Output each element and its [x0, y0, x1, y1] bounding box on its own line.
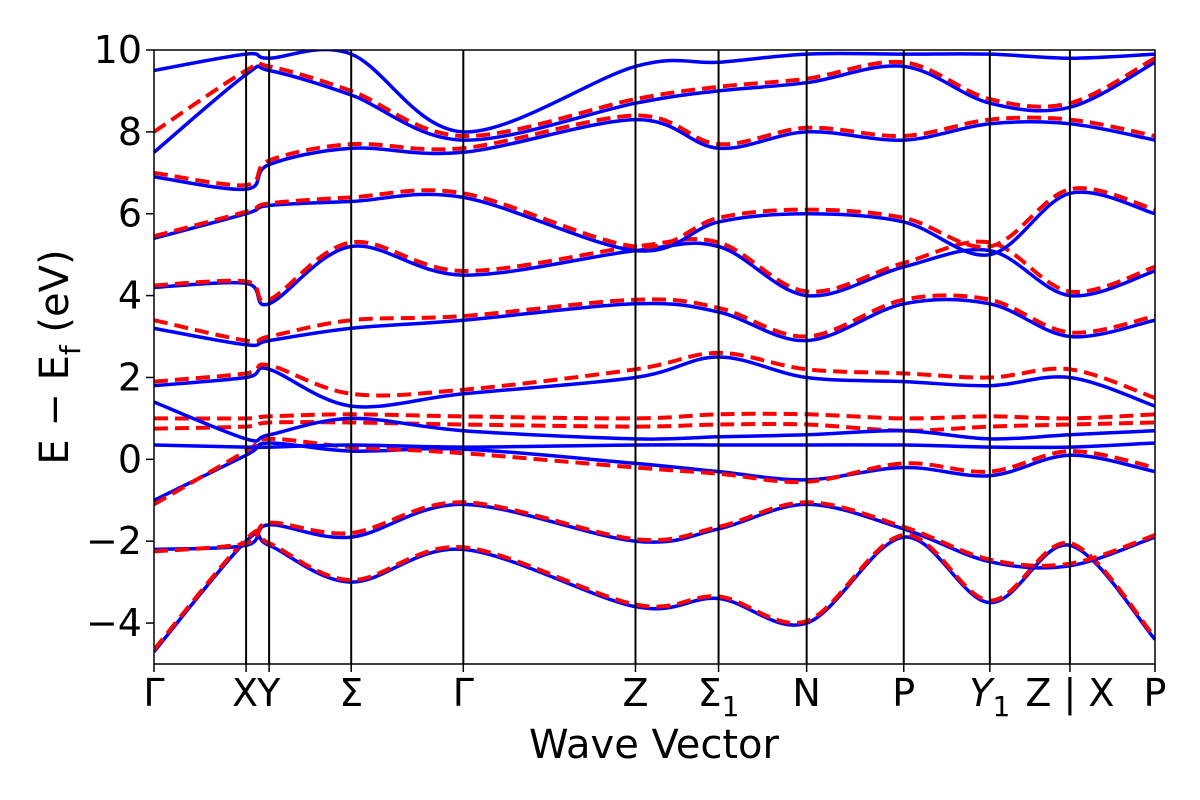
- high-symmetry-lines: [245, 50, 1071, 664]
- y-tick-label: 10: [94, 28, 142, 72]
- y-tick-label: 0: [118, 437, 142, 481]
- solid-band-4: [154, 441, 1155, 502]
- x-tick-label: X: [232, 671, 258, 715]
- y-tick-label: −2: [86, 519, 142, 563]
- plot-frame: [153, 49, 1156, 665]
- x-axis-ticks: Γ X Y Σ Γ Z Σ1 N P Y1 Z | X P: [143, 664, 1166, 723]
- x-tick-label: P: [1144, 671, 1167, 715]
- solid-band-2: [154, 502, 1155, 570]
- x-tick-label: Y1: [969, 671, 1010, 723]
- x-tick-label: Σ1: [698, 671, 740, 723]
- x-tick-label: N: [792, 671, 820, 715]
- x-tick-label: Γ: [143, 671, 164, 715]
- y-tick-label: 4: [118, 274, 142, 318]
- dashed-band-17: [154, 186, 1155, 250]
- x-tick-label: Σ: [339, 671, 363, 715]
- x-tick-label: Z | X: [1025, 671, 1114, 716]
- dashed-band-8: [154, 411, 1155, 421]
- y-tick-label: 6: [118, 192, 142, 236]
- y-tick-label: −4: [86, 601, 142, 645]
- solid-band-0: [154, 531, 1155, 653]
- y-axis-title-spacer: [32, 333, 78, 346]
- solid-band-14: [154, 241, 1155, 307]
- solid-band-18: [154, 117, 1155, 192]
- x-tick-label: Γ: [453, 671, 474, 715]
- x-tick-label: P: [892, 671, 915, 715]
- y-tick-label: 8: [118, 110, 142, 154]
- x-tick-label: Z: [622, 671, 648, 715]
- y-tick-label: 2: [118, 355, 142, 399]
- y-axis-title-subscript: f: [54, 344, 87, 355]
- band-lines: [154, 50, 1155, 653]
- dashed-band-19: [154, 113, 1155, 188]
- x-axis-title: Wave Vector: [529, 722, 780, 768]
- y-axis-title-main: E − E: [32, 355, 78, 465]
- dashed-band-1: [154, 528, 1155, 651]
- y-axis-title: E − Ef (eV): [32, 249, 87, 464]
- dashed-band-3: [154, 500, 1155, 568]
- dashed-band-21: [154, 56, 1155, 139]
- y-axis-title-unit: (eV): [32, 249, 78, 332]
- y-axis-ticks: −4 −2 0 2 4 6 8 10: [86, 28, 154, 645]
- x-tick-label: Y: [256, 671, 281, 715]
